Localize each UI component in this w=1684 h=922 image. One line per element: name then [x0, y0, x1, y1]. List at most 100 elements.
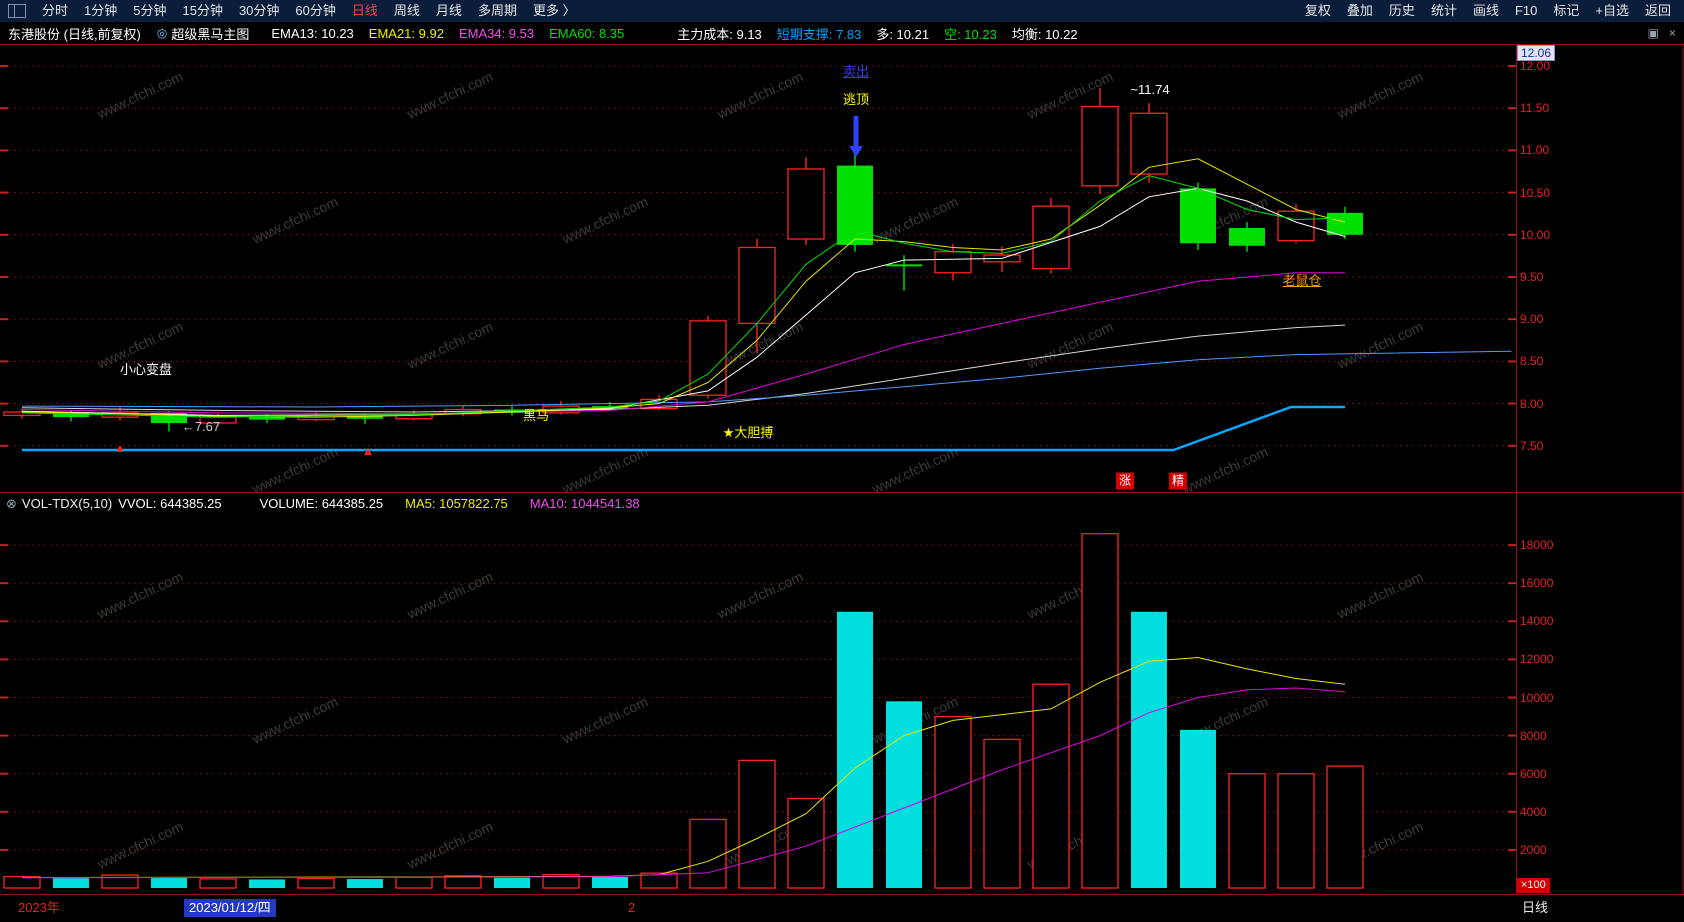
signal-layer	[116, 116, 863, 455]
vol-ma10-line	[21, 687, 1346, 879]
menu-period-7[interactable]: 周线	[393, 3, 420, 18]
candle	[1081, 105, 1119, 187]
menu-tool-8[interactable]: 返回	[1644, 3, 1671, 18]
candle	[934, 251, 972, 274]
ema21-line	[21, 158, 1346, 418]
signal-marker	[364, 448, 372, 455]
menu-bar: 分时 1分钟 5分钟 15分钟 30分钟 60分钟 日线 周线 月线 多周期 更多 〉 复权 叠加 历史…	[0, 0, 1684, 22]
indicator-icon[interactable]: ◎	[156, 26, 168, 40]
candle	[1032, 205, 1070, 270]
collapse-icon[interactable]: ⊗	[6, 495, 17, 511]
year-label: 2023年	[18, 900, 60, 915]
volume-bar	[1228, 773, 1266, 889]
volume-bar	[1032, 683, 1070, 889]
menu-period-3[interactable]: 15分钟	[182, 3, 223, 18]
candle	[886, 264, 922, 267]
menu-tool-1[interactable]: 叠加	[1346, 3, 1373, 18]
vol-field-ma10: MA10: 1044541.38	[529, 496, 640, 511]
menu-period-8[interactable]: 月线	[435, 3, 462, 18]
menu-tool-7[interactable]: +自选	[1595, 3, 1629, 18]
candle	[151, 412, 187, 424]
field-junheng: 均衡: 10.22	[1011, 26, 1078, 42]
vol-field-vvol: VVOL: 644385.25	[118, 496, 222, 511]
candle	[689, 320, 727, 396]
current-date-label: 2023/01/12/四	[184, 899, 276, 917]
menu-period-9[interactable]: 多周期	[477, 3, 517, 18]
main-indicator-name[interactable]: 超级黑马主图	[171, 26, 250, 42]
volume-bar	[101, 874, 139, 889]
volume-bar	[1081, 533, 1119, 889]
period-menu: 分时 1分钟 5分钟 15分钟 30分钟 60分钟 日线 周线 月线 多周期 更多 〉	[34, 0, 584, 22]
volume-bar	[249, 879, 285, 888]
stock-title[interactable]: 东港股份 (日线,前复权)	[8, 26, 141, 42]
menu-tool-5[interactable]: F10	[1514, 3, 1538, 18]
volume-bar	[347, 879, 383, 888]
candle	[1229, 228, 1265, 246]
tools-menu: 复权 叠加 历史 统计 画线 F10 标记 +自选 返回	[1297, 0, 1679, 22]
volume-header: ⊗ VOL-TDX(5,10) VVOL: 644385.25 VOLUME: 6…	[0, 493, 1516, 514]
ema60-line	[21, 324, 1346, 413]
indicator-lines-layer	[21, 158, 1512, 879]
volume-bar	[738, 759, 776, 889]
menu-period-1[interactable]: 1分钟	[84, 3, 118, 18]
menu-tool-6[interactable]: 标记	[1553, 3, 1580, 18]
candle	[738, 246, 776, 325]
volume-bars-layer	[3, 533, 1364, 889]
menu-tool-2[interactable]: 历史	[1388, 3, 1415, 18]
field-duo: 多: 10.21	[876, 26, 930, 42]
menu-tool-4[interactable]: 画线	[1472, 3, 1499, 18]
field-main-cost: 主力成本: 9.13	[677, 26, 762, 42]
menu-period-4[interactable]: 30分钟	[238, 3, 280, 18]
menu-tool-3[interactable]: 统计	[1430, 3, 1457, 18]
volume-bar	[1277, 773, 1315, 889]
menu-period-6[interactable]: 日线	[351, 3, 378, 18]
volume-bar	[787, 797, 825, 889]
volume-bar	[395, 876, 433, 889]
candle	[53, 412, 89, 418]
menu-period-0[interactable]: 分时	[42, 3, 69, 18]
volume-bar	[53, 878, 89, 888]
candle	[199, 416, 237, 424]
grid-layer	[0, 65, 1516, 851]
signal-marker	[116, 445, 124, 452]
maximize-icon[interactable]: ▣	[1647, 26, 1659, 40]
volume-indicator-name[interactable]: VOL-TDX(5,10)	[21, 496, 113, 511]
volume-bar	[592, 876, 628, 888]
volume-bar	[1326, 765, 1364, 889]
ema13-line	[21, 187, 1346, 416]
candle	[837, 165, 873, 245]
volume-bar	[689, 818, 727, 889]
cyan-base-line	[22, 405, 1345, 452]
date-axis-bar: 2023年 2023/01/12/四 2 日线	[0, 895, 1684, 922]
period-label: 日线	[1522, 900, 1549, 915]
volume-bar	[1131, 611, 1167, 888]
volume-bar	[542, 874, 580, 889]
menu-period-2[interactable]: 5分钟	[133, 3, 167, 18]
candle	[787, 168, 825, 240]
volume-bar	[297, 877, 335, 889]
ema34-line	[21, 272, 1345, 415]
volume-values: VVOL: 644385.25 VOLUME: 644385.25 MA5: 105…	[118, 496, 651, 511]
volume-bar	[1180, 729, 1216, 888]
volume-bar	[151, 877, 187, 888]
menu-period-10[interactable]: 更多 〉	[532, 3, 576, 18]
indicator-values: EMA13: 10.23 EMA21: 9.92 EMA34: 9.53 EMA60:…	[271, 24, 1092, 43]
month-label: 2	[628, 900, 636, 915]
black-horse-line	[21, 175, 1346, 418]
volume-bar	[199, 878, 237, 889]
candles-layer	[3, 87, 1363, 432]
volume-bar	[983, 738, 1021, 889]
volume-bar	[494, 877, 530, 888]
menu-tool-0[interactable]: 复权	[1304, 3, 1331, 18]
close-icon[interactable]: ×	[1668, 26, 1676, 40]
menu-period-5[interactable]: 60分钟	[295, 3, 336, 18]
volume-bar	[640, 872, 678, 889]
window-split-icon[interactable]	[8, 4, 26, 18]
volume-bar	[444, 875, 482, 889]
candle	[249, 417, 285, 420]
field-kong: 空: 10.23	[944, 26, 997, 42]
candle	[1130, 112, 1168, 175]
